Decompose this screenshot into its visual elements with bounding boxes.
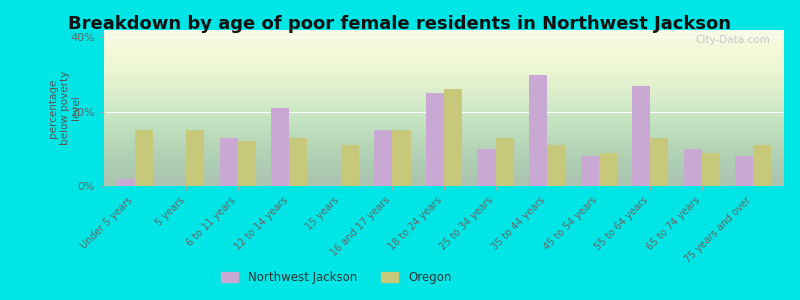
Bar xyxy=(598,153,617,186)
Text: City-Data.com: City-Data.com xyxy=(696,35,770,45)
Bar xyxy=(581,156,598,186)
Legend: Northwest Jackson, Oregon: Northwest Jackson, Oregon xyxy=(216,266,456,289)
Bar xyxy=(444,89,462,186)
Bar xyxy=(529,75,547,186)
Bar xyxy=(683,149,702,186)
Bar xyxy=(495,138,514,186)
Bar xyxy=(426,93,444,186)
Bar xyxy=(735,156,753,186)
Bar xyxy=(753,145,771,186)
Text: Breakdown by age of poor female residents in Northwest Jackson: Breakdown by age of poor female resident… xyxy=(69,15,731,33)
Y-axis label: percentage
below poverty
level: percentage below poverty level xyxy=(48,71,82,145)
Bar xyxy=(290,138,307,186)
Bar xyxy=(238,141,256,186)
Bar xyxy=(374,130,393,186)
Bar xyxy=(135,130,153,186)
Bar xyxy=(220,138,238,186)
Bar xyxy=(702,153,720,186)
Bar xyxy=(632,86,650,186)
Bar xyxy=(341,145,359,186)
Bar xyxy=(186,130,205,186)
Bar xyxy=(650,138,668,186)
Bar xyxy=(271,108,290,186)
Bar xyxy=(393,130,410,186)
Bar xyxy=(117,178,135,186)
Bar xyxy=(547,145,565,186)
Bar xyxy=(478,149,495,186)
